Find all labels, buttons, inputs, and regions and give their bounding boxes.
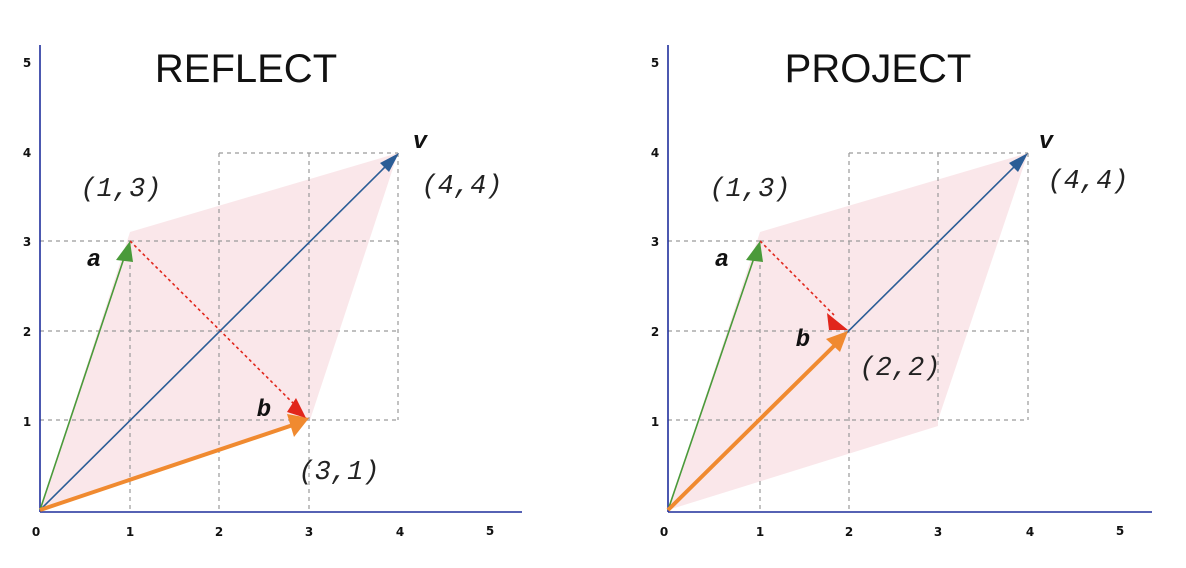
- panel-reflect: REFLECT 0 1 2 3 4 5 1 2 3 4 5: [23, 45, 522, 539]
- vector-b: [666, 341, 839, 512]
- vector-v: [39, 159, 393, 511]
- vector-b-arrowhead-red: [287, 398, 306, 418]
- vector-a-label: a: [715, 247, 729, 274]
- vector-v-coordinate: (4,4): [1047, 167, 1128, 197]
- x-tick-label: 4: [1026, 525, 1034, 539]
- vector-v-arrowhead: [380, 153, 399, 172]
- y-tick-label: 2: [651, 325, 659, 339]
- y-tick-label: 3: [23, 235, 31, 249]
- x-tick-label: 1: [756, 525, 764, 539]
- y-tick-label: 1: [651, 415, 659, 429]
- y-tick-label: 5: [651, 56, 659, 70]
- panel-title: PROJECT: [785, 47, 972, 91]
- x-tick-label: 1: [126, 525, 134, 539]
- y-tick-label: 4: [651, 146, 659, 160]
- x-tick-label: 5: [486, 524, 494, 538]
- y-tick-label: 1: [23, 415, 31, 429]
- y-tick-label: 4: [23, 146, 31, 160]
- vector-b-coordinate: (2,2): [859, 354, 940, 384]
- x-tick-label: 3: [934, 525, 942, 539]
- y-tick-label: 5: [23, 56, 31, 70]
- vector-b-arrowhead: [826, 331, 848, 352]
- vector-b-label: b: [796, 327, 810, 354]
- vector-v-coordinate: (4,4): [421, 172, 502, 202]
- panel-title: REFLECT: [155, 47, 337, 91]
- vector-a: [39, 254, 126, 511]
- vector-a-coordinate: (1,3): [80, 175, 161, 205]
- vector-b-arrowhead-red: [827, 313, 848, 330]
- y-tick-label: 3: [651, 235, 659, 249]
- vector-b-coordinate: (3,1): [298, 458, 379, 488]
- vector-v-label: v: [413, 129, 429, 156]
- x-tick-label: 3: [305, 525, 313, 539]
- vector-a-arrowhead: [116, 241, 133, 262]
- x-tick-label: 2: [845, 525, 853, 539]
- vector-v-label: v: [1039, 129, 1055, 156]
- vector-a: [667, 254, 756, 511]
- reflection-line: [129, 240, 303, 413]
- x-tick-label: 5: [1116, 524, 1124, 538]
- vector-a-arrowhead: [746, 241, 763, 262]
- x-tick-label: 2: [215, 525, 223, 539]
- vector-b-label: b: [257, 397, 271, 424]
- x-tick-label: 4: [396, 525, 404, 539]
- x-tick-label: 0: [660, 525, 668, 539]
- vector-a-label: a: [87, 247, 101, 274]
- x-tick-label: 0: [32, 525, 40, 539]
- vector-a-coordinate: (1,3): [709, 175, 790, 205]
- y-tick-label: 2: [23, 325, 31, 339]
- vector-b-arrowhead: [287, 414, 309, 437]
- panel-project: PROJECT 0 1 2 3 4 5 1 2 3 4 5: [651, 45, 1152, 539]
- vector-v-arrowhead: [1009, 153, 1028, 172]
- vector-b: [39, 423, 294, 512]
